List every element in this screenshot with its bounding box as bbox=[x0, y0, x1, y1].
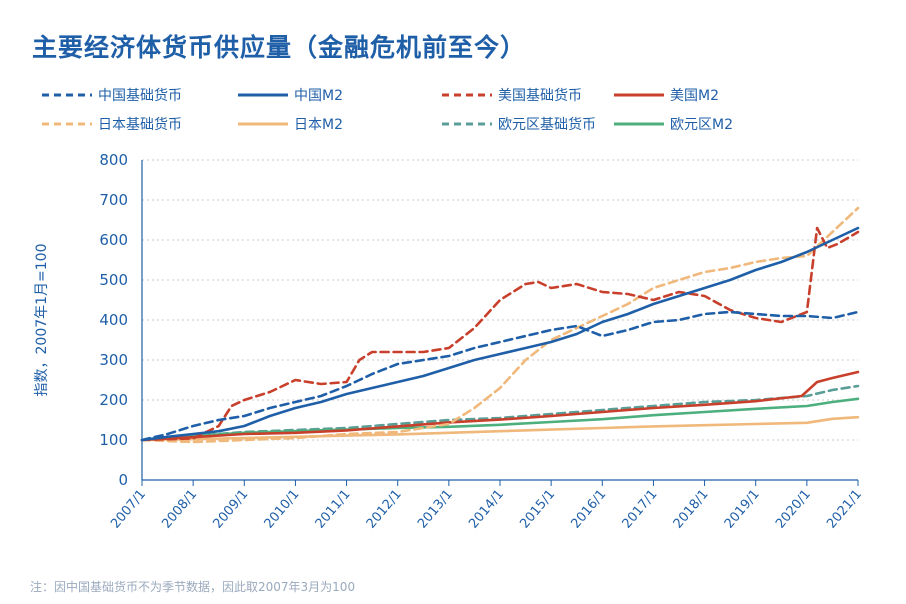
legend-item-euro-base: 欧元区基础货币 bbox=[440, 113, 596, 135]
series-line-5 bbox=[140, 415, 860, 442]
series-line-0 bbox=[140, 310, 860, 442]
chart-series bbox=[140, 206, 860, 444]
legend-swatch-us-base bbox=[442, 93, 492, 97]
series-line-1 bbox=[140, 226, 860, 442]
legend-swatch-euro-base bbox=[442, 122, 492, 126]
y-tick-label: 800 bbox=[99, 151, 128, 169]
y-tick-label: 100 bbox=[99, 431, 128, 449]
footnote: 注：因中国基础货币不为季节数据，因此取2007年3月为100 bbox=[30, 580, 356, 594]
series-line-7 bbox=[140, 397, 860, 442]
legend-item-euro-m2: 欧元区M2 bbox=[612, 113, 733, 135]
chart-legend: 中国基础货币 中国M2 美国基础货币 美国M2 日本基础货币 日本M2 欧元区基… bbox=[0, 0, 906, 150]
chart-title: 主要经济体货币供应量（金融危机前至今） bbox=[32, 33, 527, 62]
x-tick-label: 2019/1 bbox=[722, 487, 763, 532]
legend-label-china-m2: 中国M2 bbox=[294, 88, 343, 104]
legend-label-euro-base: 欧元区基础货币 bbox=[498, 117, 596, 133]
x-tick-label: 2015/1 bbox=[517, 487, 558, 532]
x-tick-label: 2018/1 bbox=[671, 487, 712, 532]
legend-swatch-china-m2 bbox=[238, 93, 288, 97]
y-axis-ticks: 0 100 200 300 400 500 600 700 800 bbox=[99, 151, 128, 489]
legend-item-us-m2: 美国M2 bbox=[612, 84, 719, 106]
y-tick-label: 700 bbox=[99, 191, 128, 209]
x-tick-label: 2017/1 bbox=[620, 487, 661, 532]
x-axis-ticks: 2007/1 2008/1 2009/1 2010/1 2011/1 2012/1 2013… bbox=[108, 480, 865, 532]
x-tick-label: 2010/1 bbox=[262, 487, 303, 532]
legend-label-japan-m2: 日本M2 bbox=[294, 117, 343, 133]
legend-swatch-us-m2 bbox=[614, 93, 664, 97]
series-line-2 bbox=[140, 226, 860, 442]
legend-label-us-m2: 美国M2 bbox=[670, 88, 719, 104]
x-tick-label: 2016/1 bbox=[568, 487, 609, 532]
series-line-3 bbox=[140, 370, 860, 442]
x-tick-label: 2007/1 bbox=[108, 487, 149, 532]
y-tick-label: 600 bbox=[99, 231, 128, 249]
y-tick-label: 0 bbox=[118, 471, 128, 489]
legend-item-japan-m2: 日本M2 bbox=[236, 113, 343, 135]
x-tick-label: 2014/1 bbox=[466, 487, 507, 532]
x-tick-label: 2008/1 bbox=[159, 487, 200, 532]
legend-label-euro-m2: 欧元区M2 bbox=[670, 117, 733, 133]
series-line-4 bbox=[140, 206, 860, 444]
y-tick-label: 400 bbox=[99, 311, 128, 329]
x-tick-label: 2012/1 bbox=[364, 487, 405, 532]
y-tick-label: 200 bbox=[99, 391, 128, 409]
x-tick-label: 2009/1 bbox=[210, 487, 251, 532]
legend-label-japan-base: 日本基础货币 bbox=[98, 117, 182, 133]
y-axis-label: 指数，2007年1月=100 bbox=[34, 244, 50, 397]
x-tick-label: 2021/1 bbox=[824, 487, 865, 532]
y-tick-label: 500 bbox=[99, 271, 128, 289]
legend-item-us-base: 美国基础货币 bbox=[440, 84, 582, 106]
legend-item-china-m2: 中国M2 bbox=[236, 84, 343, 106]
legend-swatch-japan-m2 bbox=[238, 122, 288, 126]
legend-swatch-china-base bbox=[42, 93, 92, 97]
legend-item-japan-base: 日本基础货币 bbox=[40, 113, 182, 135]
legend-label-china-base: 中国基础货币 bbox=[98, 88, 182, 104]
legend-swatch-japan-base bbox=[42, 122, 92, 126]
legend-label-us-base: 美国基础货币 bbox=[498, 88, 582, 104]
legend-swatch-euro-m2 bbox=[614, 122, 664, 126]
y-tick-label: 300 bbox=[99, 351, 128, 369]
legend-item-china-base: 中国基础货币 bbox=[40, 84, 182, 106]
x-tick-label: 2011/1 bbox=[313, 487, 354, 532]
x-tick-label: 2020/1 bbox=[773, 487, 814, 532]
x-tick-label: 2013/1 bbox=[415, 487, 456, 532]
